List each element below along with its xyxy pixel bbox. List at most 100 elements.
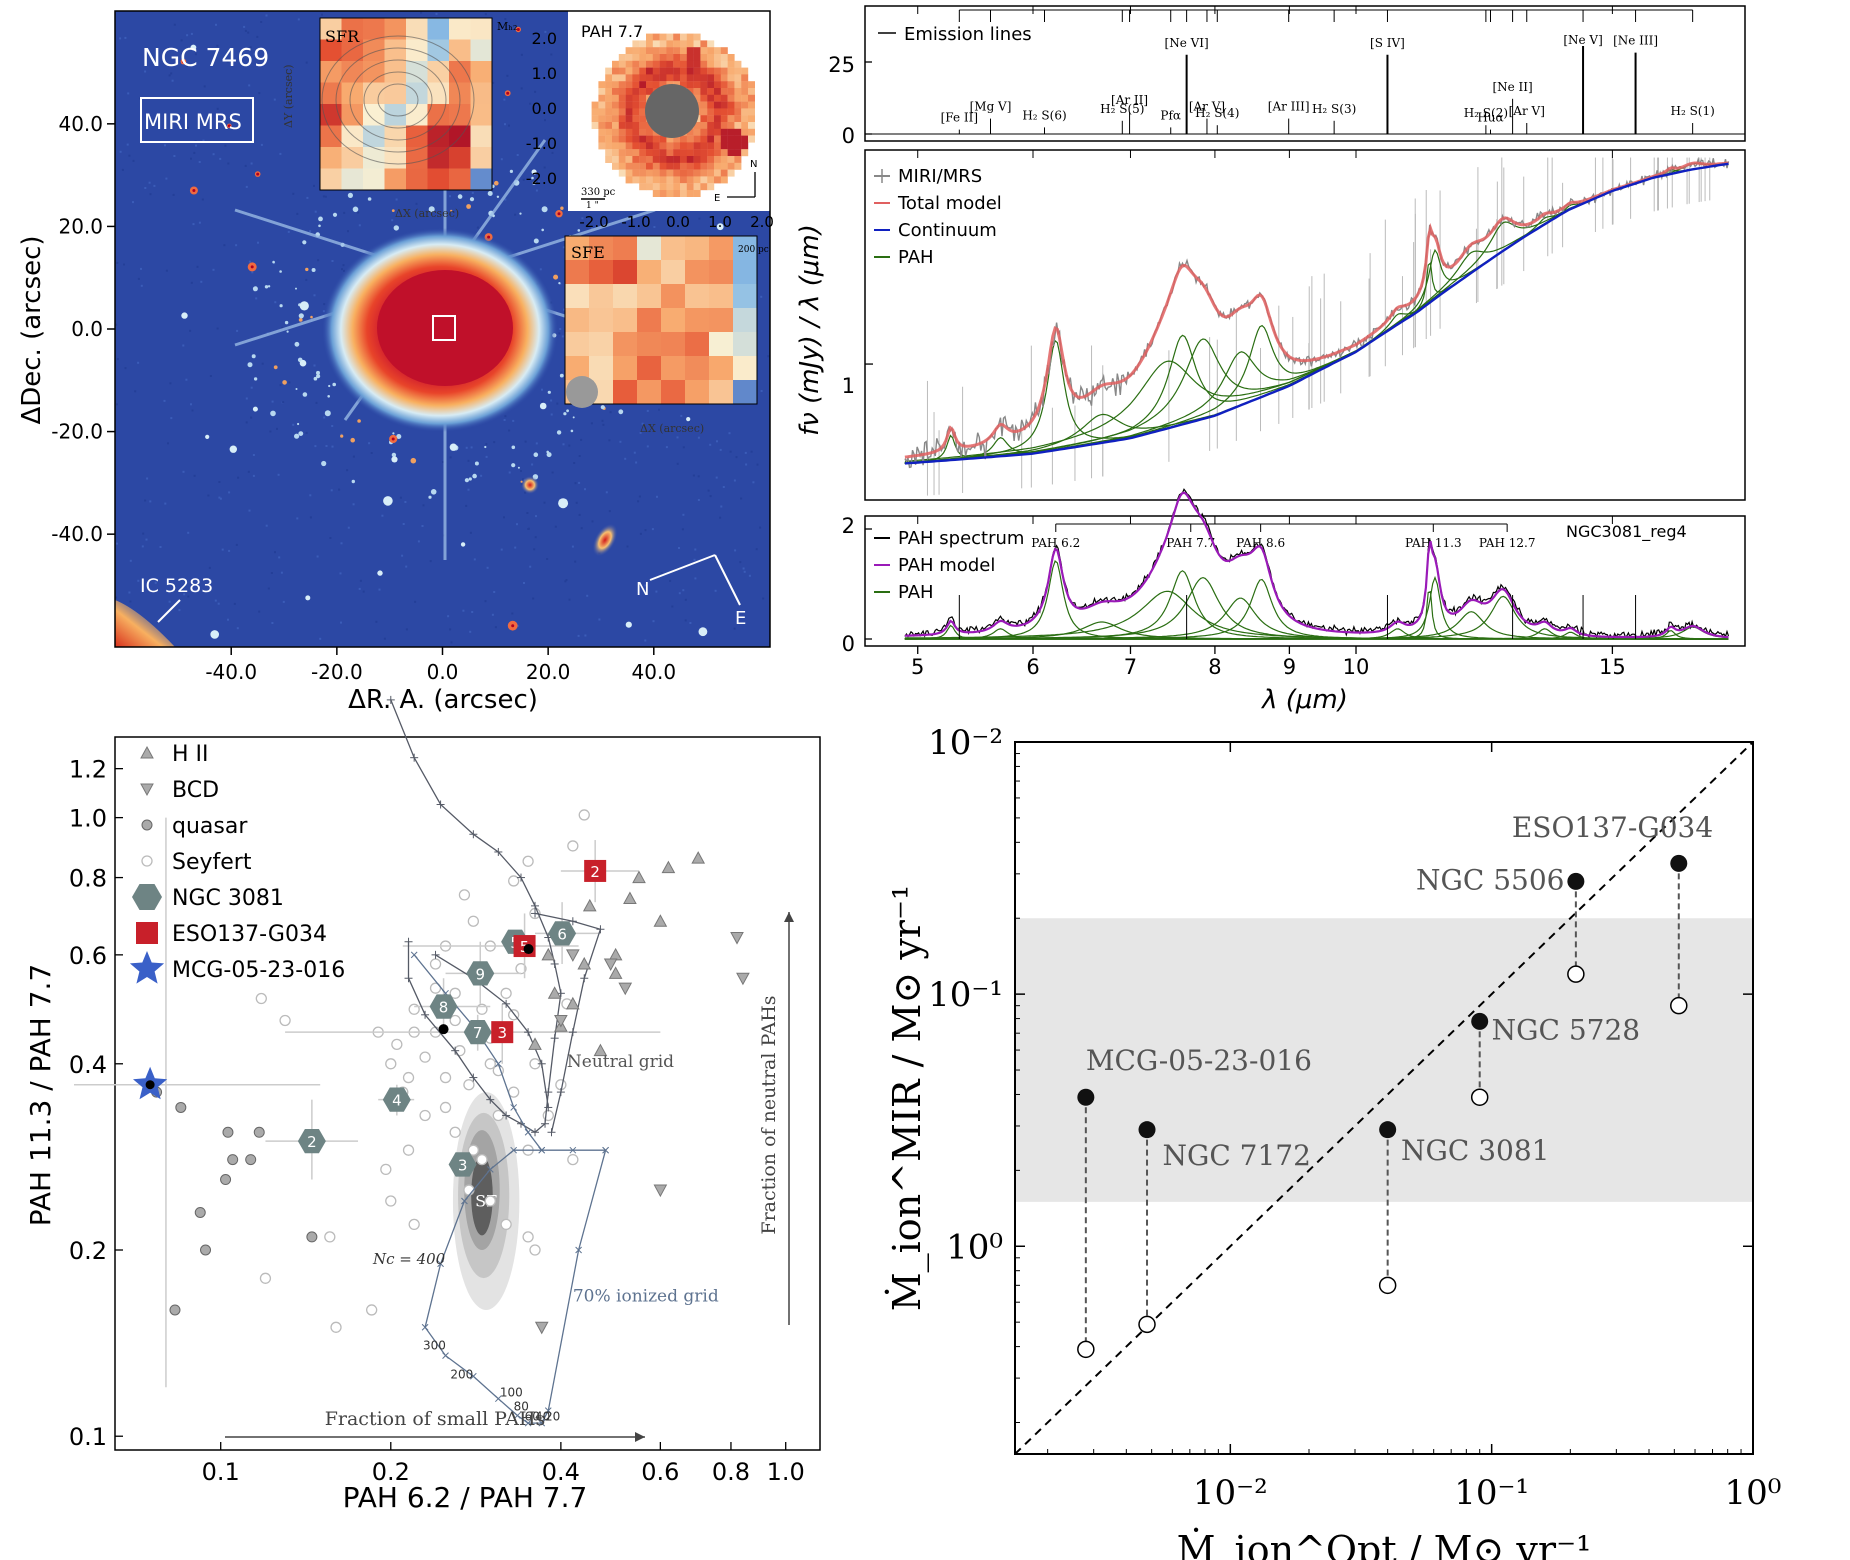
pah77-pixel <box>639 60 647 68</box>
background-noise <box>680 414 683 417</box>
companion-arrow <box>157 599 181 623</box>
seyfert-point <box>429 958 442 970</box>
background-noise <box>435 12 438 15</box>
pah77-pixel <box>618 108 626 116</box>
background-noise <box>173 155 176 157</box>
pah77-pixel <box>680 60 687 68</box>
ring-knot <box>566 409 569 413</box>
background-noise <box>420 11 423 14</box>
background-noise <box>296 212 299 215</box>
ring-knot <box>532 181 536 185</box>
pah77-pixel <box>618 156 626 163</box>
pah77-pixel <box>707 74 715 82</box>
band-label: PAH 12.7 <box>1479 536 1536 550</box>
pah77-pixel <box>659 60 667 68</box>
background-noise <box>116 403 118 406</box>
pah77-pixel <box>686 40 694 48</box>
point-source-core <box>227 124 231 128</box>
pah77-pixel <box>659 190 667 197</box>
ngc3081-point <box>466 961 495 986</box>
bcd-point <box>603 958 618 972</box>
pah77-pixel <box>673 67 681 75</box>
pah-ratio-ytick-label: 0.8 <box>69 865 107 893</box>
pah77-pixel <box>659 149 667 157</box>
pah77-pixel <box>652 74 660 82</box>
background-noise <box>252 474 255 477</box>
pah77-pixel <box>741 135 749 143</box>
background-noise <box>484 13 487 16</box>
background-noise <box>658 408 660 411</box>
grid-step-label: 300 <box>423 1339 446 1353</box>
background-noise <box>429 560 432 563</box>
sfr-contour <box>321 35 475 165</box>
outflow-frame <box>1014 741 1754 1455</box>
pah77-pixel <box>605 101 613 109</box>
background-noise <box>144 499 147 502</box>
background-noise <box>265 14 268 17</box>
background-noise <box>134 390 137 393</box>
pah77-pixel <box>720 135 728 143</box>
background-noise <box>154 581 157 584</box>
background-noise <box>485 443 488 446</box>
seyfert-point <box>467 1144 479 1156</box>
pah77-pixel <box>652 33 660 41</box>
pah77-pixel <box>598 101 606 109</box>
ionized-grid-marker <box>494 1395 502 1403</box>
background-noise <box>244 29 247 32</box>
background-noise <box>202 139 205 142</box>
pah77-pixel <box>720 88 728 95</box>
pah77-pixel <box>720 142 728 150</box>
pah77-pixel <box>727 74 735 82</box>
seyfert-point <box>419 1051 431 1063</box>
pah77-pixel <box>666 183 674 191</box>
hii-point <box>608 966 623 979</box>
legend-bcd-marker <box>140 783 154 797</box>
background-noise <box>163 399 166 402</box>
background-noise <box>331 445 334 448</box>
pah77-pixel <box>693 60 701 68</box>
pah77-pixel <box>673 190 681 197</box>
legend-ngc3081-marker <box>132 884 162 910</box>
pah77-pixel <box>639 54 647 61</box>
background-noise <box>689 622 692 624</box>
pah77-pixel <box>707 169 715 177</box>
ring-knot <box>347 192 353 198</box>
pah77-pixel <box>680 149 687 157</box>
background-noise <box>190 281 193 284</box>
pah77-pixel <box>646 54 653 61</box>
background-noise <box>352 455 355 458</box>
sfr-ytick-label: 2.0 <box>532 29 557 48</box>
point-source <box>190 44 197 51</box>
background-noise <box>405 628 408 631</box>
pah77-pixel <box>598 135 606 143</box>
pah77-pixel <box>686 176 694 184</box>
pah77-pixel <box>639 149 647 157</box>
pah77-pixel <box>625 149 633 157</box>
ring-knot <box>484 445 487 449</box>
seyfert-point <box>439 1071 452 1084</box>
pah77-pixel <box>700 162 708 170</box>
ngc3081-point-label: 7 <box>473 1024 483 1042</box>
pah77-pixel <box>612 60 619 68</box>
pah77-pixel <box>700 101 708 109</box>
sfr-pixel <box>449 104 471 126</box>
optical-point <box>1470 1088 1489 1106</box>
pah77-pixel <box>707 142 715 150</box>
background-noise <box>128 591 131 594</box>
seyfert-point <box>408 1218 420 1231</box>
sfr-ytick-label: 1.0 <box>532 64 557 83</box>
ring-knot <box>511 445 516 450</box>
pah77-pixel <box>693 74 701 82</box>
sfe-pixel <box>661 356 686 381</box>
background-noise <box>558 332 561 335</box>
pah77-pixel <box>720 128 728 136</box>
ionized-grid-line-marker <box>494 1060 502 1068</box>
ring-knot <box>618 409 624 415</box>
background-noise <box>216 327 219 330</box>
background-noise <box>694 548 697 551</box>
inset-pah77-mask <box>645 84 699 138</box>
background-noise <box>236 329 239 332</box>
legend-label: PAH spectrum <box>898 528 1024 549</box>
sfe-pixel <box>733 380 758 405</box>
